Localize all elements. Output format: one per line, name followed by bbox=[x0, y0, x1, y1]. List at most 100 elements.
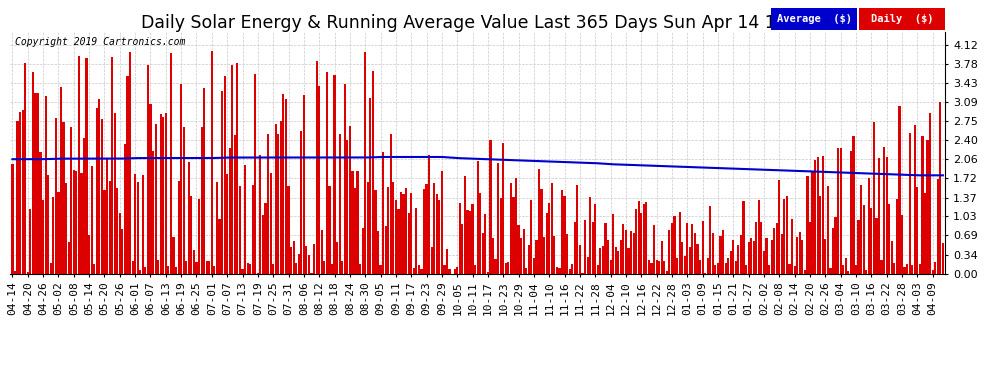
Bar bbox=[628, 248, 630, 274]
Bar bbox=[492, 238, 494, 274]
Bar bbox=[426, 184, 428, 274]
Bar bbox=[867, 177, 870, 274]
Bar bbox=[500, 198, 502, 274]
Bar bbox=[612, 214, 614, 274]
Bar bbox=[321, 230, 323, 274]
Bar bbox=[788, 264, 791, 274]
Bar bbox=[558, 267, 560, 274]
Bar bbox=[201, 127, 203, 274]
Bar bbox=[42, 200, 45, 274]
Bar bbox=[538, 169, 541, 274]
Bar bbox=[896, 199, 898, 274]
Bar bbox=[686, 224, 688, 274]
Bar bbox=[812, 172, 814, 274]
Bar bbox=[198, 199, 200, 274]
Bar bbox=[919, 264, 921, 274]
Bar bbox=[589, 197, 591, 274]
Bar bbox=[377, 231, 379, 274]
Bar bbox=[72, 170, 75, 274]
Bar bbox=[384, 226, 387, 274]
Bar bbox=[149, 104, 151, 274]
Bar bbox=[827, 186, 829, 274]
Bar bbox=[476, 161, 479, 274]
Bar bbox=[531, 201, 533, 274]
Bar bbox=[232, 65, 234, 274]
Bar bbox=[482, 232, 484, 274]
Bar bbox=[334, 75, 336, 274]
Bar bbox=[463, 176, 466, 274]
Bar bbox=[151, 151, 154, 274]
Bar bbox=[167, 266, 169, 274]
Bar bbox=[216, 182, 218, 274]
Bar bbox=[914, 126, 916, 274]
Bar bbox=[610, 260, 612, 274]
Bar bbox=[794, 266, 796, 274]
Bar bbox=[505, 263, 507, 274]
Bar bbox=[878, 158, 880, 274]
Bar bbox=[172, 237, 174, 274]
Bar bbox=[366, 182, 369, 274]
Bar bbox=[234, 135, 236, 274]
Bar bbox=[170, 53, 172, 274]
Bar bbox=[635, 209, 638, 274]
Bar bbox=[303, 95, 305, 274]
Bar bbox=[269, 173, 271, 274]
Bar bbox=[351, 171, 353, 274]
Bar bbox=[323, 261, 326, 274]
Bar bbox=[431, 247, 433, 274]
Bar bbox=[267, 134, 269, 274]
Text: Daily  ($): Daily ($) bbox=[871, 14, 934, 24]
Bar bbox=[730, 251, 732, 274]
Bar bbox=[689, 248, 691, 274]
Bar bbox=[643, 204, 644, 274]
Bar bbox=[52, 197, 54, 274]
Bar bbox=[185, 261, 187, 274]
Bar bbox=[264, 203, 266, 274]
Bar bbox=[835, 217, 837, 274]
Bar bbox=[177, 181, 180, 274]
Bar bbox=[479, 194, 481, 274]
Bar bbox=[875, 218, 877, 274]
Bar bbox=[525, 268, 528, 274]
Bar bbox=[855, 266, 857, 274]
Bar bbox=[581, 273, 583, 274]
Bar bbox=[259, 155, 261, 274]
Bar bbox=[162, 117, 164, 274]
Bar bbox=[898, 106, 901, 274]
Bar bbox=[206, 261, 208, 274]
Bar bbox=[280, 122, 282, 274]
Bar bbox=[822, 156, 824, 274]
Bar bbox=[379, 266, 381, 274]
Bar bbox=[415, 208, 418, 274]
Bar bbox=[37, 93, 39, 274]
Bar bbox=[888, 204, 890, 274]
Bar bbox=[655, 260, 657, 274]
Bar bbox=[114, 113, 116, 274]
Bar bbox=[62, 122, 64, 274]
Bar bbox=[563, 196, 565, 274]
Bar bbox=[142, 175, 144, 274]
Bar bbox=[786, 196, 788, 274]
Bar bbox=[883, 147, 885, 274]
Bar bbox=[436, 194, 438, 274]
Bar bbox=[147, 65, 149, 274]
Bar bbox=[157, 260, 159, 274]
Bar bbox=[356, 171, 358, 274]
Bar bbox=[298, 254, 300, 274]
Bar bbox=[27, 272, 29, 274]
Bar bbox=[453, 269, 455, 274]
Bar bbox=[775, 224, 778, 274]
Bar bbox=[773, 228, 775, 274]
Bar bbox=[45, 96, 47, 274]
Bar bbox=[568, 269, 571, 274]
Bar bbox=[203, 88, 205, 274]
Bar bbox=[832, 228, 834, 274]
Bar bbox=[65, 183, 67, 274]
Bar bbox=[865, 270, 867, 274]
Bar bbox=[247, 263, 248, 274]
Bar bbox=[96, 108, 98, 274]
Bar bbox=[763, 251, 765, 274]
Bar bbox=[727, 258, 730, 274]
Bar bbox=[709, 206, 712, 274]
Bar bbox=[57, 192, 59, 274]
